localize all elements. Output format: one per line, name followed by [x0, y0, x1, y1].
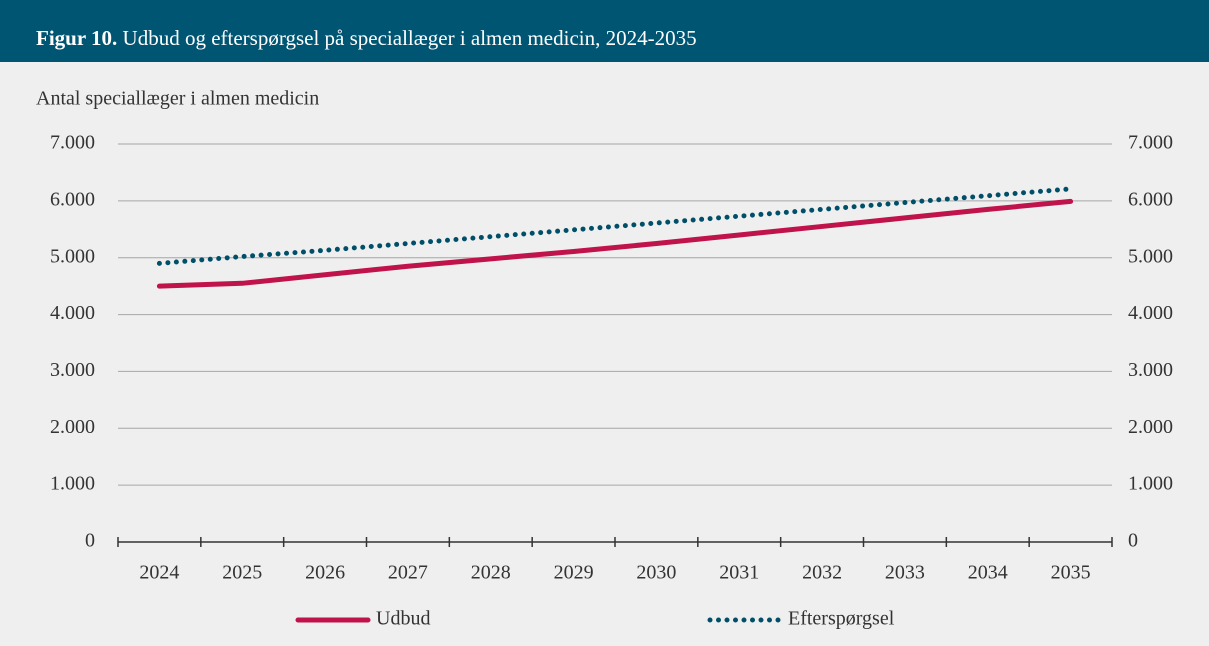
x-tick-label: 2033 — [885, 562, 925, 584]
y-tick-label: 6.000 — [50, 188, 95, 210]
x-tick-label: 2030 — [636, 562, 676, 584]
chart-title: Figur 10. Udbud og efterspørgsel på spec… — [36, 26, 697, 50]
legend-label: Udbud — [376, 608, 430, 630]
x-tick-label: 2031 — [719, 562, 759, 584]
x-tick-label: 2032 — [802, 562, 842, 584]
x-tick-label: 2034 — [968, 562, 1008, 584]
header-bar — [0, 0, 1209, 62]
x-tick-label: 2024 — [139, 562, 179, 584]
y-axis-label: Antal speciallæger i almen medicin — [36, 88, 319, 110]
series-line — [156, 198, 1074, 289]
y-tick-label: 0 — [85, 530, 95, 552]
x-tick-label: 2026 — [305, 562, 345, 584]
y2-tick-label: 2.000 — [1128, 416, 1173, 438]
y2-tick-label: 3.000 — [1128, 359, 1173, 381]
title-text: Udbud og efterspørgsel på speciallæger i… — [123, 26, 697, 50]
y-tick-label: 7.000 — [50, 132, 95, 154]
x-tick-label: 2025 — [222, 562, 262, 584]
x-tick-label: 2035 — [1051, 562, 1091, 584]
x-tick-label: 2027 — [388, 562, 428, 584]
y-tick-label: 3.000 — [50, 359, 95, 381]
y2-tick-label: 1.000 — [1128, 473, 1173, 495]
legend-label: Efterspørgsel — [788, 608, 895, 630]
y2-tick-label: 0 — [1128, 530, 1138, 552]
y2-tick-label: 6.000 — [1128, 188, 1173, 210]
series-line — [156, 186, 1074, 266]
x-tick-label: 2029 — [554, 562, 594, 584]
y-tick-label: 2.000 — [50, 416, 95, 438]
x-tick-label: 2028 — [471, 562, 511, 584]
title-label: Figur 10. — [36, 26, 117, 50]
y-tick-label: 5.000 — [50, 245, 95, 267]
y-tick-label: 4.000 — [50, 302, 95, 324]
y2-tick-label: 7.000 — [1128, 132, 1173, 154]
y2-tick-label: 5.000 — [1128, 245, 1173, 267]
y-tick-label: 1.000 — [50, 473, 95, 495]
y2-tick-label: 4.000 — [1128, 302, 1173, 324]
